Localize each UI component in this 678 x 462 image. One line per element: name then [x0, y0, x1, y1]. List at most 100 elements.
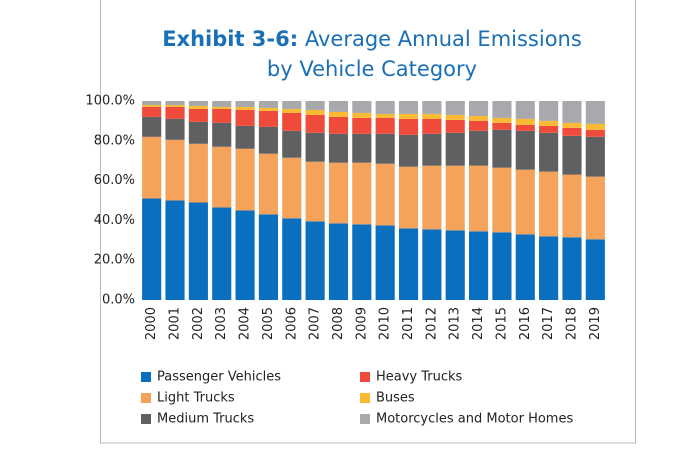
bar-segment	[398, 228, 419, 300]
bar-segment	[352, 133, 372, 163]
bar-segment	[375, 133, 395, 164]
bar-segment	[398, 166, 419, 229]
x-tick-label: 2018	[564, 307, 579, 340]
bar-segment	[212, 108, 232, 123]
bar-segment	[398, 118, 419, 135]
bar-segment	[515, 130, 535, 170]
bar-segment	[562, 101, 582, 123]
bar-segment	[562, 237, 582, 300]
bar-segment	[165, 106, 185, 119]
bar-segment	[328, 101, 349, 112]
title-line: Average Annual Emissions	[305, 27, 582, 51]
bar-segment	[305, 221, 325, 300]
legend-swatch	[360, 372, 370, 382]
bar-segment	[422, 229, 442, 300]
bar-segment	[142, 198, 162, 300]
bar-segment	[585, 101, 605, 124]
bar-segment	[165, 200, 185, 300]
legend-swatch	[141, 414, 151, 424]
bar-segment	[515, 118, 535, 125]
bar-segment	[165, 104, 185, 107]
x-tick-label: 2002	[191, 307, 206, 340]
bar-segment	[165, 118, 185, 140]
bar-segment	[142, 136, 162, 199]
bar-segment	[282, 108, 302, 113]
bar-segment	[142, 106, 162, 117]
chart-title: Exhibit 3-6: Average Annual Emissions	[162, 27, 582, 51]
bar-segment	[445, 114, 465, 120]
bar-segment	[469, 165, 489, 232]
bar-segment	[188, 105, 208, 109]
title-prefix: Exhibit 3-6:	[162, 27, 298, 51]
x-tick-label: 2004	[238, 307, 253, 340]
bar-segment	[398, 134, 419, 167]
x-tick-label: 2006	[284, 307, 299, 340]
x-tick-label: 2003	[214, 307, 229, 340]
bar-segment	[282, 101, 302, 109]
bar-segment	[539, 125, 559, 133]
bar-segment	[328, 133, 349, 163]
bar-segment	[492, 117, 512, 123]
bar-segment	[562, 122, 582, 128]
bar-segment	[258, 214, 278, 300]
bar-segment	[515, 234, 535, 300]
bar-segment	[445, 165, 465, 231]
bar-segment	[305, 109, 325, 115]
bar-segment	[422, 113, 442, 119]
bar-segment	[165, 101, 185, 105]
bar-segment	[235, 109, 255, 126]
bar-segment	[445, 132, 465, 166]
bar-segment	[515, 101, 535, 119]
bar-segment	[305, 161, 325, 222]
frame	[100, 0, 636, 444]
bar-segment	[398, 101, 419, 114]
bar-segment	[585, 129, 605, 137]
legend-swatch	[360, 414, 370, 424]
bar-segment	[469, 130, 489, 166]
bar-segment	[539, 120, 559, 126]
legend-label: Buses	[376, 391, 415, 406]
bar-segment	[305, 114, 325, 133]
x-tick-label: 2000	[144, 307, 159, 340]
bar-segment	[258, 101, 278, 108]
bar-segment	[235, 148, 255, 211]
bar-segment	[328, 223, 349, 300]
bar-segment	[375, 113, 395, 118]
bar-segment	[235, 210, 255, 300]
x-tick-label: 2016	[518, 307, 533, 340]
bar-segment	[469, 120, 489, 131]
x-tick-label: 2001	[168, 307, 183, 340]
x-tick-label: 2011	[401, 307, 416, 340]
bar-segment	[352, 101, 372, 113]
bar-segment	[515, 169, 535, 235]
legend-label: Passenger Vehicles	[157, 370, 281, 385]
bar-segment	[282, 218, 302, 300]
bar-segment	[539, 132, 559, 172]
bar-segment	[352, 162, 372, 225]
bar-segment	[212, 101, 232, 107]
y-tick-label: 40.0%	[94, 213, 135, 228]
x-tick-label: 2012	[424, 307, 439, 340]
bar-segment	[188, 108, 208, 122]
y-tick-label: 100.0%	[85, 94, 135, 109]
bar-segment	[375, 101, 395, 114]
bar-segment	[375, 225, 395, 300]
bar-segment	[562, 127, 582, 136]
x-tick-label: 2014	[471, 307, 486, 340]
bar-segment	[469, 231, 489, 300]
bar-segment	[282, 130, 302, 158]
bar-segment	[492, 232, 512, 300]
y-tick-label: 0.0%	[102, 293, 135, 308]
bar-segment	[539, 171, 559, 237]
bar-segment	[375, 117, 395, 134]
bar-segment	[212, 106, 232, 109]
bar-segment	[539, 236, 559, 300]
bar-segment	[585, 136, 605, 177]
bar-segment	[258, 107, 278, 111]
bar-segment	[492, 122, 512, 130]
bar-segment	[585, 176, 605, 240]
bar-segment	[445, 230, 465, 300]
bar-segment	[212, 146, 232, 208]
x-tick-label: 2010	[378, 307, 393, 340]
x-tick-label: 2017	[541, 307, 556, 340]
